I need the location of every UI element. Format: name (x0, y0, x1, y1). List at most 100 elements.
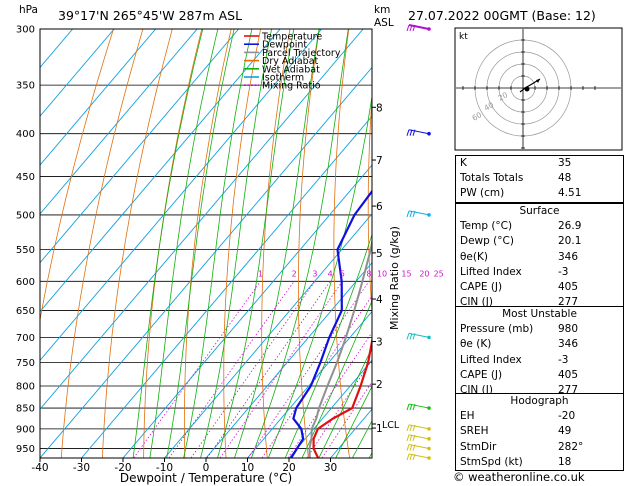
k-index-row: K 35 (456, 156, 623, 171)
isotherm (40, 29, 364, 410)
wind-barb-flag (412, 129, 416, 136)
mixing-ratio-tick-label: 8 (366, 269, 371, 278)
dry-adiabat (261, 29, 291, 458)
wind-barb-flag (409, 434, 413, 441)
mixing-ratio-line (306, 359, 372, 458)
pressure-tick-label: 800 (16, 381, 35, 392)
surface-cape-label: CAPE (J) (460, 280, 503, 293)
x-tick-label: 30 (324, 462, 337, 474)
mu-thetae-row: θe (K) 346 (456, 337, 623, 352)
legend-label: Dewpoint (262, 40, 307, 51)
hodograph-ring-label: 40 (483, 100, 496, 113)
pressure-tick-label: 950 (16, 444, 35, 455)
eh-label: EH (460, 410, 475, 423)
wind-barb-flag (406, 333, 410, 340)
mixing-ratio-tick-label: 20 (419, 269, 429, 278)
km-tick-label: 2 (376, 379, 383, 391)
wind-barb-flag (409, 403, 413, 411)
isotherm (40, 29, 115, 117)
wind-barb-flag (406, 129, 410, 136)
pressure-tick-label: 500 (16, 210, 35, 221)
eh-row: EH -20 (456, 409, 623, 424)
wet-adiabat (183, 29, 253, 458)
x-tick-label: -40 (31, 462, 48, 474)
pressure-tick-label: 400 (16, 129, 35, 140)
isotherm (40, 29, 239, 264)
x-tick-label: -10 (156, 462, 173, 474)
legend-label: Parcel Trajectory (262, 48, 341, 59)
wind-barb-flag (409, 129, 413, 136)
isotherm (40, 29, 198, 215)
hodograph-arrow (536, 79, 540, 83)
x-tick-label: 0 (203, 462, 210, 474)
wet-adiabat (267, 94, 372, 458)
surface-cin-value: 277 (558, 296, 579, 309)
wind-station-dot (427, 456, 431, 460)
wet-adiabat (166, 29, 235, 458)
surface-thetae-row: θe(K) 346 (456, 250, 623, 265)
wet-adiabat (251, 29, 349, 458)
wind-barb-flag (412, 24, 416, 32)
wet-adiabat (335, 385, 372, 458)
surface-cape-value: 405 (558, 280, 579, 293)
most-unstable-panel: Most Unstable Pressure (mb) 980 θe (K) 346… (455, 306, 624, 400)
surface-dewp-row: Dewp (°C) 20.1 (456, 234, 623, 249)
mu-cape-value: 405 (558, 368, 579, 381)
mixing-ratio-tick-label: 1 (258, 269, 263, 278)
dewpoint-profile (290, 189, 372, 458)
legend-label: Wet Adiabat (262, 64, 320, 75)
pressure-tick-label: 300 (16, 25, 35, 36)
mixing-ratio-line (133, 281, 261, 458)
km-tick-label: 1 (376, 423, 383, 435)
mixing-ratio-line (206, 281, 331, 458)
x-axis-label: Dewpoint / Temperature (°C) (120, 471, 292, 485)
wind-barb (408, 434, 430, 440)
wind-barb-flag (406, 424, 410, 432)
wind-barb-flag (412, 434, 416, 441)
wet-adiabat (217, 29, 295, 458)
hodograph-table-panel: Hodograph EH -20 SREH 49 StmDir 282° StmSpd… (455, 393, 624, 471)
mu-thetae-value: 346 (558, 338, 579, 351)
mixing-ratio-line (219, 281, 343, 458)
dry-adiabat (223, 29, 261, 458)
wind-barb-flag (406, 434, 410, 441)
mu-cape-label: CAPE (J) (460, 368, 503, 381)
mu-cin-value: 277 (558, 383, 579, 396)
wind-barb-flag (412, 453, 416, 461)
pw-row: PW (cm) 4.51 (456, 186, 623, 201)
surface-dewp-label: Dewp (°C) (460, 235, 514, 248)
isotherm (40, 29, 73, 69)
dry-adiabat (143, 29, 203, 458)
pw-value: 4.51 (558, 187, 582, 200)
most-unstable-title: Most Unstable (502, 308, 577, 320)
wind-barb (408, 453, 430, 459)
wind-barb-flag (406, 444, 410, 451)
pressure-tick-label: 350 (16, 81, 35, 92)
height-unit: km (374, 4, 390, 16)
mixing-ratio-line (168, 281, 295, 458)
surface-title: Surface (519, 205, 560, 217)
footer-credit[interactable]: © weatheronline.co.uk (453, 470, 585, 484)
dry-adiabat (298, 29, 320, 458)
wet-adiabat (301, 299, 372, 458)
mu-cin-row: CIN (J) 277 (456, 383, 623, 398)
wind-barb-flag (409, 444, 413, 451)
mu-li-row: Lifted Index -3 (456, 353, 623, 368)
storm-motion-marker (524, 86, 530, 92)
mixing-ratio-line (247, 281, 370, 458)
dry-adiabat (102, 29, 173, 458)
mixing-ratio-tick-label: 3 (312, 269, 317, 278)
mu-pressure-row: Pressure (mb) 980 (456, 322, 623, 337)
stmspd-label: StmSpd (kt) (460, 455, 523, 468)
km-tick-label: 7 (376, 155, 383, 167)
pw-label: PW (cm) (460, 187, 505, 200)
wind-station-dot (427, 427, 431, 431)
mu-cape-row: CAPE (J) 405 (456, 368, 623, 383)
hodograph-ring-label: 60 (471, 110, 484, 123)
dry-adiabat (367, 92, 372, 318)
x-tick-label: -20 (114, 462, 131, 474)
km-tick-label: 6 (376, 201, 383, 213)
pressure-tick-label: 550 (16, 245, 35, 256)
km-tick-label: 8 (376, 102, 383, 114)
